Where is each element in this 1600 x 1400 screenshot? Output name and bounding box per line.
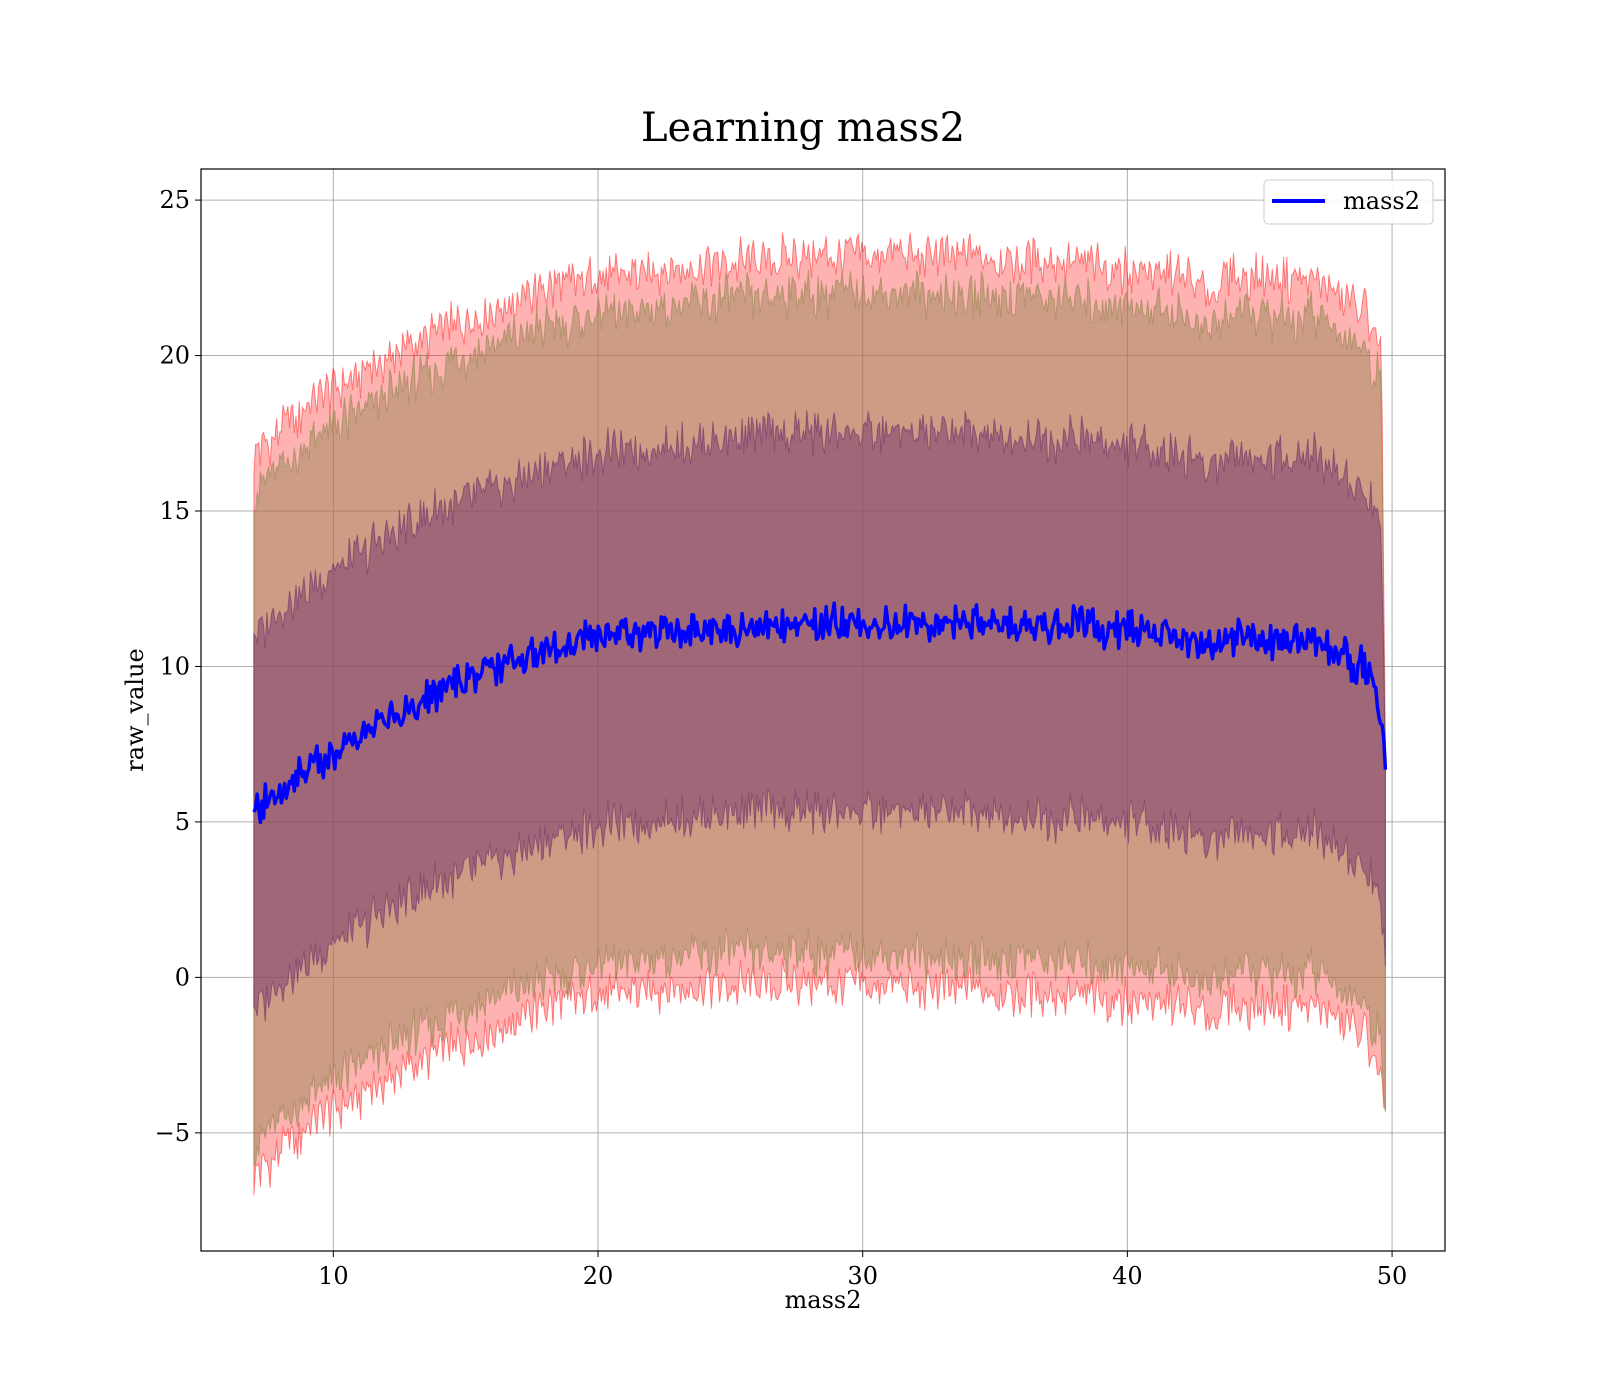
series-line-mass2 [252, 601, 1388, 825]
legend: mass2 [1263, 179, 1434, 225]
bands [253, 232, 1386, 1196]
legend-box [1263, 179, 1434, 225]
y-tick-label-6: 25 [159, 186, 190, 214]
y-tick-label-1: 0 [175, 963, 190, 991]
plot-frame [200, 168, 1446, 1252]
x-tick-label-0: 10 [318, 1262, 349, 1290]
x-tick-label-2: 30 [847, 1262, 878, 1290]
y-ticks: −5 0 5 10 15 20 25 [155, 186, 201, 1147]
y-tick-label-5: 20 [159, 342, 190, 370]
y-tick-label-0: −5 [155, 1119, 190, 1147]
x-tick-label-4: 50 [1377, 1262, 1408, 1290]
y-axis-label: raw_value [121, 648, 149, 772]
x-axis-label: mass2 [785, 1286, 862, 1314]
x-ticks: 10 20 30 40 50 [318, 1251, 1407, 1290]
x-tick-label-3: 40 [1112, 1262, 1143, 1290]
y-tick-label-2: 5 [175, 808, 190, 836]
legend-label-mass2: mass2 [1343, 187, 1420, 215]
chart-title: Learning mass2 [641, 105, 965, 151]
y-tick-label-4: 15 [159, 497, 190, 525]
series [252, 601, 1388, 825]
band-inner [253, 409, 1386, 1022]
x-tick-label-1: 20 [583, 1262, 614, 1290]
y-tick-label-3: 10 [159, 652, 190, 680]
